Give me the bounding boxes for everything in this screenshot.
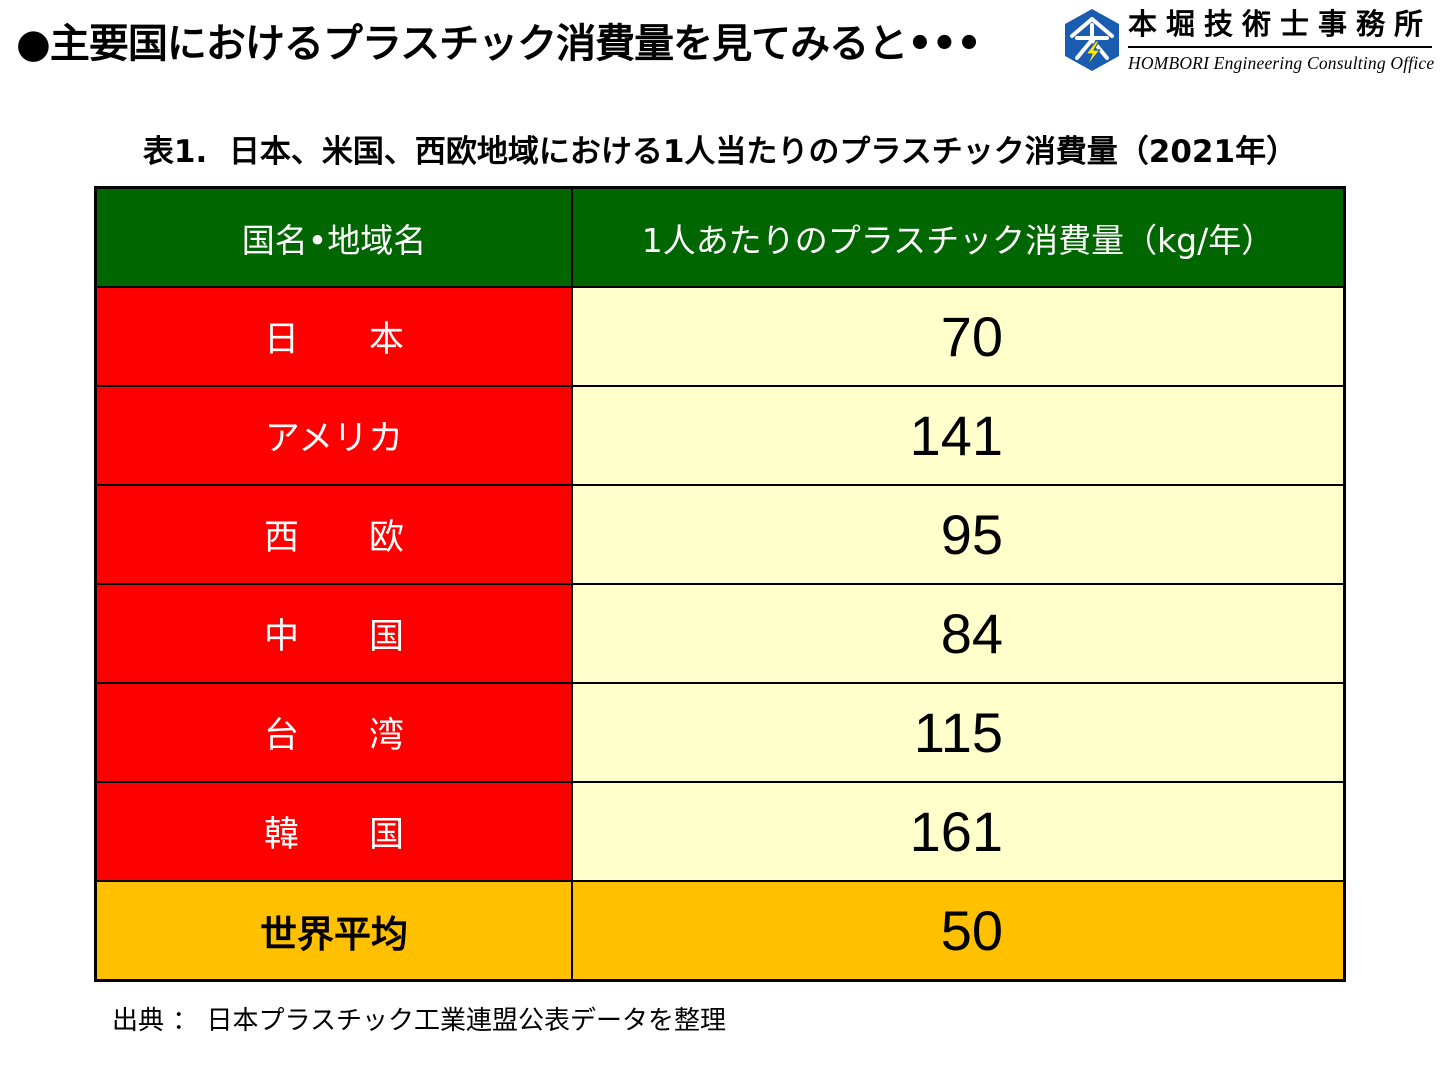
company-name-en: HOMBORI Engineering Consulting Office	[1128, 53, 1435, 73]
world-average-label: 世界平均	[97, 882, 571, 979]
region-cell: 中 国	[97, 585, 571, 682]
consumption-table: 国名•地域名 1人あたりのプラスチック消費量（kg/年） 日 本 70 アメリカ…	[94, 186, 1346, 982]
consumption-cell: 115	[573, 684, 1343, 781]
consumption-cell: 95	[573, 486, 1343, 583]
consumption-cell: 84	[573, 585, 1343, 682]
consumption-cell: 141	[573, 387, 1343, 484]
region-cell: 台 湾	[97, 684, 571, 781]
region-cell: 韓 国	[97, 783, 571, 880]
table-caption: 表1. 日本、米国、西欧地域における1人当たりのプラスチック消費量（2021年）	[142, 134, 1298, 170]
column-header-region: 国名•地域名	[97, 189, 571, 286]
consumption-cell: 70	[573, 288, 1343, 385]
company-name-jp: 本堀技術士事務所	[1128, 7, 1433, 41]
world-average-value: 50	[573, 882, 1343, 979]
source-note: 出典 ： 日本プラスチック工業連盟公表データを整理	[112, 1006, 727, 1036]
region-cell: 西 欧	[97, 486, 571, 583]
slide-title: ●主要国におけるプラスチック消費量を見てみると•••	[16, 21, 982, 67]
company-logo-icon	[1065, 9, 1119, 71]
region-cell: 日 本	[97, 288, 571, 385]
region-cell: アメリカ	[97, 387, 571, 484]
consumption-cell: 161	[573, 783, 1343, 880]
logo-divider	[1128, 46, 1432, 48]
column-header-consumption: 1人あたりのプラスチック消費量（kg/年）	[573, 189, 1343, 286]
